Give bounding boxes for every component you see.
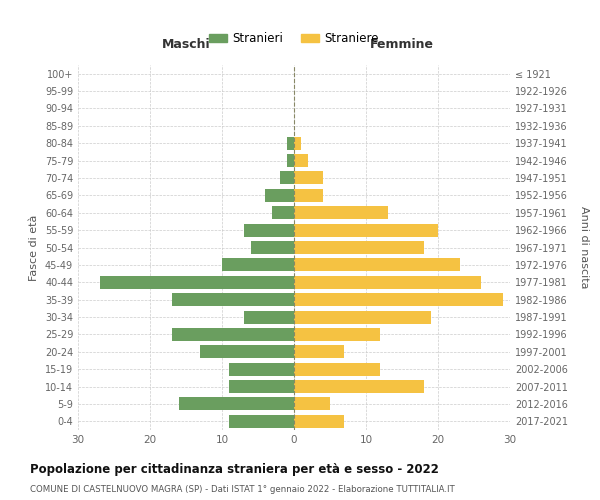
Bar bbox=[294, 310, 431, 324]
Bar bbox=[229, 415, 294, 428]
Bar bbox=[172, 328, 294, 341]
Y-axis label: Fasce di età: Fasce di età bbox=[29, 214, 39, 280]
Bar bbox=[200, 346, 294, 358]
Bar bbox=[294, 258, 460, 272]
Bar bbox=[294, 415, 344, 428]
Bar bbox=[100, 276, 294, 289]
Bar bbox=[287, 136, 294, 149]
Bar bbox=[294, 328, 380, 341]
Text: Femmine: Femmine bbox=[370, 38, 434, 51]
Bar bbox=[287, 154, 294, 167]
Bar bbox=[294, 276, 481, 289]
Bar bbox=[265, 189, 294, 202]
Bar bbox=[294, 172, 323, 184]
Bar bbox=[294, 293, 503, 306]
Bar bbox=[179, 398, 294, 410]
Bar bbox=[294, 224, 438, 236]
Bar bbox=[294, 206, 388, 220]
Bar bbox=[294, 241, 424, 254]
Text: Maschi: Maschi bbox=[161, 38, 211, 51]
Bar bbox=[294, 346, 344, 358]
Y-axis label: Anni di nascita: Anni di nascita bbox=[579, 206, 589, 289]
Bar bbox=[294, 380, 424, 393]
Text: Popolazione per cittadinanza straniera per età e sesso - 2022: Popolazione per cittadinanza straniera p… bbox=[30, 462, 439, 475]
Legend: Stranieri, Straniere: Stranieri, Straniere bbox=[204, 27, 384, 50]
Bar bbox=[294, 398, 330, 410]
Bar bbox=[294, 136, 301, 149]
Bar bbox=[172, 293, 294, 306]
Bar bbox=[294, 154, 308, 167]
Text: COMUNE DI CASTELNUOVO MAGRA (SP) - Dati ISTAT 1° gennaio 2022 - Elaborazione TUT: COMUNE DI CASTELNUOVO MAGRA (SP) - Dati … bbox=[30, 485, 455, 494]
Bar bbox=[244, 310, 294, 324]
Bar bbox=[229, 362, 294, 376]
Bar bbox=[251, 241, 294, 254]
Bar bbox=[294, 362, 380, 376]
Bar bbox=[280, 172, 294, 184]
Bar bbox=[272, 206, 294, 220]
Bar bbox=[294, 189, 323, 202]
Bar bbox=[244, 224, 294, 236]
Bar bbox=[222, 258, 294, 272]
Bar bbox=[229, 380, 294, 393]
